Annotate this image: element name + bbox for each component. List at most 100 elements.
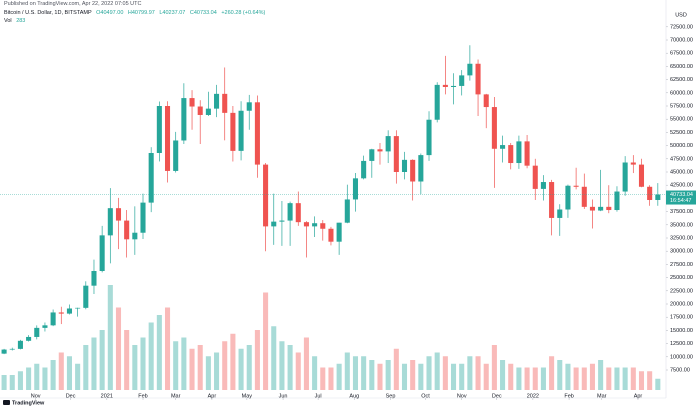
volume-bar — [287, 345, 293, 390]
candle-body — [230, 112, 236, 151]
candle-body — [26, 336, 32, 341]
volume-bar — [197, 345, 203, 390]
x-tick-label: Feb — [138, 393, 147, 399]
candle-body — [385, 136, 391, 152]
y-tick-label: 35000.00 — [670, 222, 693, 228]
volume-bar — [312, 356, 318, 390]
y-tick-label: 57500.00 — [670, 103, 693, 109]
y-tick-label: 65000.00 — [670, 64, 693, 70]
volume-bar — [246, 345, 252, 390]
y-tick-label: 52500.00 — [670, 130, 693, 136]
x-tick-label: Nov — [31, 393, 41, 399]
volume-bar — [410, 360, 416, 390]
volume-bar — [42, 367, 48, 390]
volume-bar — [50, 360, 56, 390]
legend-value: O40497.00 — [96, 10, 124, 16]
y-tick-label: 32500.00 — [670, 235, 693, 241]
candle-body — [630, 162, 636, 165]
candle-body — [516, 141, 522, 164]
volume-bar — [655, 378, 661, 390]
volume-bar — [83, 345, 89, 390]
volume-bar — [622, 367, 628, 390]
x-tick-label: Jun — [279, 393, 288, 399]
volume-bar — [279, 341, 285, 390]
y-tick-label: 67500.00 — [670, 51, 693, 57]
candle-body — [17, 340, 23, 349]
volume-bar — [222, 341, 228, 390]
candle-body — [246, 102, 252, 111]
y-tick-label: 72500.00 — [670, 24, 693, 30]
candle-body — [467, 63, 473, 76]
volume-bar — [516, 367, 522, 390]
volume-bar — [132, 345, 138, 390]
candle-body — [491, 107, 497, 149]
y-tick-label: 7500.00 — [670, 367, 690, 373]
legend-value: H40799.97 — [127, 10, 155, 16]
volume-bar — [344, 352, 350, 390]
volume-bar — [124, 330, 130, 390]
x-tick-label: Apr — [634, 393, 643, 399]
volume-bar — [549, 356, 555, 390]
volume-bar — [638, 371, 645, 390]
y-tick-label: 30000.00 — [670, 249, 693, 255]
candle-body — [401, 159, 408, 172]
candle-body — [344, 199, 350, 223]
candle-body — [156, 106, 162, 153]
volume-bar — [328, 367, 334, 390]
volume-bar — [377, 363, 383, 390]
volume-bar — [115, 307, 122, 390]
logo: TradingView — [12, 400, 45, 406]
volume-bar — [189, 348, 195, 390]
x-tick-label: Apr — [208, 393, 217, 399]
candle-body — [295, 203, 301, 223]
y-tick-label: 62500.00 — [670, 77, 693, 83]
volume-bar — [1, 375, 7, 390]
candle-body — [622, 162, 628, 192]
candle-body — [83, 285, 89, 308]
candle-body — [140, 202, 146, 233]
volume-bar — [606, 367, 612, 390]
candle-body — [540, 182, 546, 189]
volume-bar — [320, 367, 326, 390]
volume-bar — [91, 337, 97, 390]
x-tick-label: Jul — [315, 393, 322, 399]
y-tick-label: 42500.00 — [670, 183, 693, 189]
candle-body — [638, 164, 645, 187]
header-text: Published on TradingView.com, Apr 22, 20… — [4, 1, 142, 7]
candle-body — [426, 119, 432, 156]
candle-body — [361, 160, 367, 179]
volume-bar — [598, 360, 604, 390]
volume-bar — [581, 367, 587, 390]
candle-body — [614, 191, 620, 211]
volume-bar — [34, 363, 40, 390]
candle-body — [312, 223, 318, 227]
candle-body — [589, 206, 595, 211]
volume-bar — [500, 360, 506, 390]
volume-bar — [9, 375, 15, 390]
volume-bar — [263, 292, 269, 390]
volume-bar — [205, 356, 211, 390]
y-tick-label: 37500.00 — [670, 209, 693, 215]
x-tick-label: Feb — [564, 393, 573, 399]
candle-body — [222, 93, 228, 113]
logo-icon — [3, 400, 10, 405]
volume-bar — [540, 367, 546, 390]
candle-body — [483, 94, 489, 108]
x-tick-label: Dec — [492, 393, 502, 399]
last-price-label: 40733.04 — [670, 192, 693, 198]
volume-bar — [557, 360, 563, 390]
volume-bar — [401, 363, 408, 390]
volume-bar — [614, 367, 620, 390]
candle-body — [451, 85, 457, 87]
candle-body — [197, 106, 203, 115]
candle-body — [328, 228, 334, 242]
candle-body — [598, 206, 604, 211]
candle-body — [508, 145, 514, 164]
volume-bar — [426, 356, 432, 390]
volume-bar — [467, 356, 473, 390]
volume-bar — [26, 367, 32, 390]
candle-body — [107, 208, 113, 236]
volume-bar — [573, 367, 579, 390]
candle-body — [205, 108, 211, 115]
